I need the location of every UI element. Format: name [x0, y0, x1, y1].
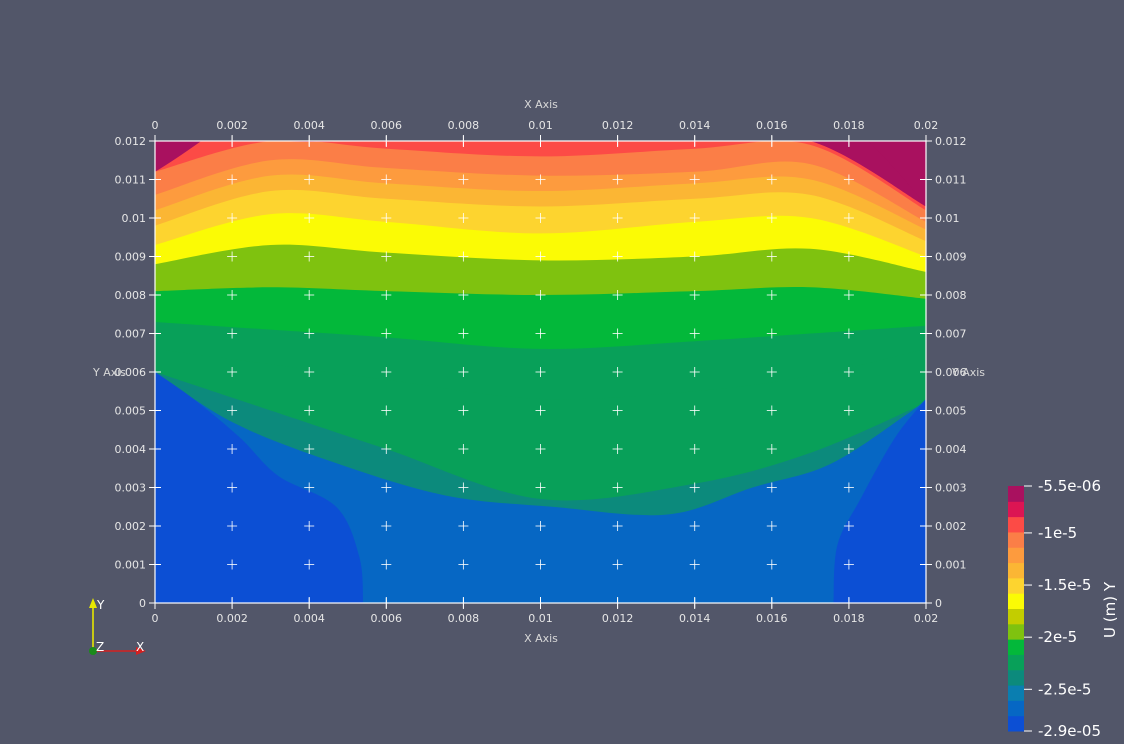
orientation-y-label: Y: [96, 598, 105, 612]
y-tick-label-left: 0.005: [115, 405, 147, 418]
colorbar-swatch: [1008, 654, 1024, 671]
x-tick-label-top: 0.012: [602, 119, 634, 132]
orientation-z-label: Z: [96, 640, 104, 654]
y-tick-label-left: 0.002: [115, 520, 147, 533]
colorbar-swatch: [1008, 639, 1024, 655]
colorbar-swatch: [1008, 562, 1024, 579]
axes-grid: 000.0020.0020.0040.0040.0060.0060.0080.0…: [115, 119, 967, 625]
colorbar-swatch: [1008, 531, 1024, 548]
colorbar-swatch: [1008, 623, 1024, 640]
y-tick-label-left: 0.009: [115, 251, 147, 264]
y-tick-label-right: 0.007: [935, 328, 967, 341]
colorbar-label: -2e-5: [1038, 628, 1077, 646]
y-tick-label-right: 0.003: [935, 482, 967, 495]
colorbar-swatch: [1008, 608, 1024, 625]
x-tick-label-top: 0.002: [216, 119, 248, 132]
colorbar-swatch: [1008, 669, 1024, 686]
x-tick-label-bottom: 0.018: [833, 612, 865, 625]
colorbar-label: -2.9e-05: [1038, 722, 1101, 740]
y-tick-label-right: 0.009: [935, 251, 967, 264]
x-tick-label-top: 0.02: [914, 119, 939, 132]
y-tick-label-left: 0.012: [115, 135, 147, 148]
y-tick-label-left: 0.008: [115, 289, 147, 302]
y-tick-label-left: 0.001: [115, 559, 147, 572]
y-tick-label-left: 0.011: [115, 174, 147, 187]
colorbar-title: U (m) Y: [1101, 581, 1119, 638]
y-tick-label-left: 0.01: [122, 212, 147, 225]
colorbar-swatch: [1008, 516, 1024, 533]
contour-lobe-right: [833, 398, 926, 603]
colorbar-swatch: [1008, 501, 1024, 518]
y-axis-title-left: Y Axis: [92, 366, 126, 379]
y-tick-label-right: 0.006: [935, 366, 967, 379]
y-axis-title-right: Y Axis: [951, 366, 985, 379]
x-tick-label-top: 0: [152, 119, 159, 132]
x-tick-label-top: 0.018: [833, 119, 865, 132]
x-tick-label-bottom: 0.002: [216, 612, 248, 625]
contour-band-band-14: [155, 141, 926, 222]
y-tick-label-left: 0.006: [115, 366, 147, 379]
colorbar-label: -1e-5: [1038, 524, 1077, 542]
colorbar-label: -1.5e-5: [1038, 576, 1091, 594]
colorbar-swatch: [1008, 577, 1024, 594]
y-tick-label-right: 0.011: [935, 174, 967, 187]
x-tick-label-bottom: 0: [152, 612, 159, 625]
orientation-axes-widget: Y Z X: [89, 598, 146, 655]
y-tick-label-right: 0.002: [935, 520, 967, 533]
x-tick-label-top: 0.006: [371, 119, 403, 132]
y-tick-label-left: 0.003: [115, 482, 147, 495]
x-tick-label-bottom: 0.01: [528, 612, 553, 625]
color-legend[interactable]: -5.5e-06 -1e-5 -1.5e-5 -2e-5 -2.5e-5 -2.9e-05: [1008, 477, 1101, 740]
y-tick-label-right: 0.004: [935, 443, 967, 456]
x-tick-label-bottom: 0.006: [371, 612, 403, 625]
colorbar-label: -5.5e-06: [1038, 477, 1101, 495]
x-tick-label-bottom: 0.014: [679, 612, 711, 625]
x-tick-label-bottom: 0.004: [293, 612, 325, 625]
x-tick-label-top: 0.014: [679, 119, 711, 132]
x-axis-title-bottom: X Axis: [524, 632, 558, 645]
colorbar-swatch: [1008, 685, 1024, 701]
contour-band-top: [155, 141, 926, 207]
x-tick-label-bottom: 0.008: [448, 612, 480, 625]
x-tick-label-top: 0.01: [528, 119, 553, 132]
x-tick-label-bottom: 0.02: [914, 612, 939, 625]
colorbar-swatch: [1008, 486, 1024, 502]
contour-plot: [155, 141, 926, 603]
y-tick-label-left: 0.004: [115, 443, 147, 456]
orientation-x-label: X: [136, 640, 144, 654]
y-tick-label-left: 0: [139, 597, 146, 610]
contour-lobe-left: [155, 372, 364, 603]
x-axis-title-top: X Axis: [524, 98, 558, 111]
x-tick-label-bottom: 0.012: [602, 612, 634, 625]
x-tick-label-top: 0.008: [448, 119, 480, 132]
x-tick-label-top: 0.004: [293, 119, 325, 132]
x-tick-label-bottom: 0.016: [756, 612, 788, 625]
contour-corner-left: [155, 141, 202, 172]
y-tick-label-right: 0.008: [935, 289, 967, 302]
colorbar-label: -2.5e-5: [1038, 680, 1091, 698]
y-tick-label-right: 0.005: [935, 405, 967, 418]
y-tick-label-right: 0.012: [935, 135, 967, 148]
colorbar-swatch: [1008, 547, 1024, 564]
colorbar-swatch: [1008, 700, 1024, 717]
contour-corner-right: [868, 141, 926, 207]
y-tick-label-right: 0: [935, 597, 942, 610]
y-tick-label-right: 0.01: [935, 212, 960, 225]
colorbar-swatch: [1008, 715, 1024, 732]
x-tick-label-top: 0.016: [756, 119, 788, 132]
y-tick-label-right: 0.001: [935, 559, 967, 572]
colorbar-swatch: [1008, 593, 1024, 609]
y-tick-label-left: 0.007: [115, 328, 147, 341]
